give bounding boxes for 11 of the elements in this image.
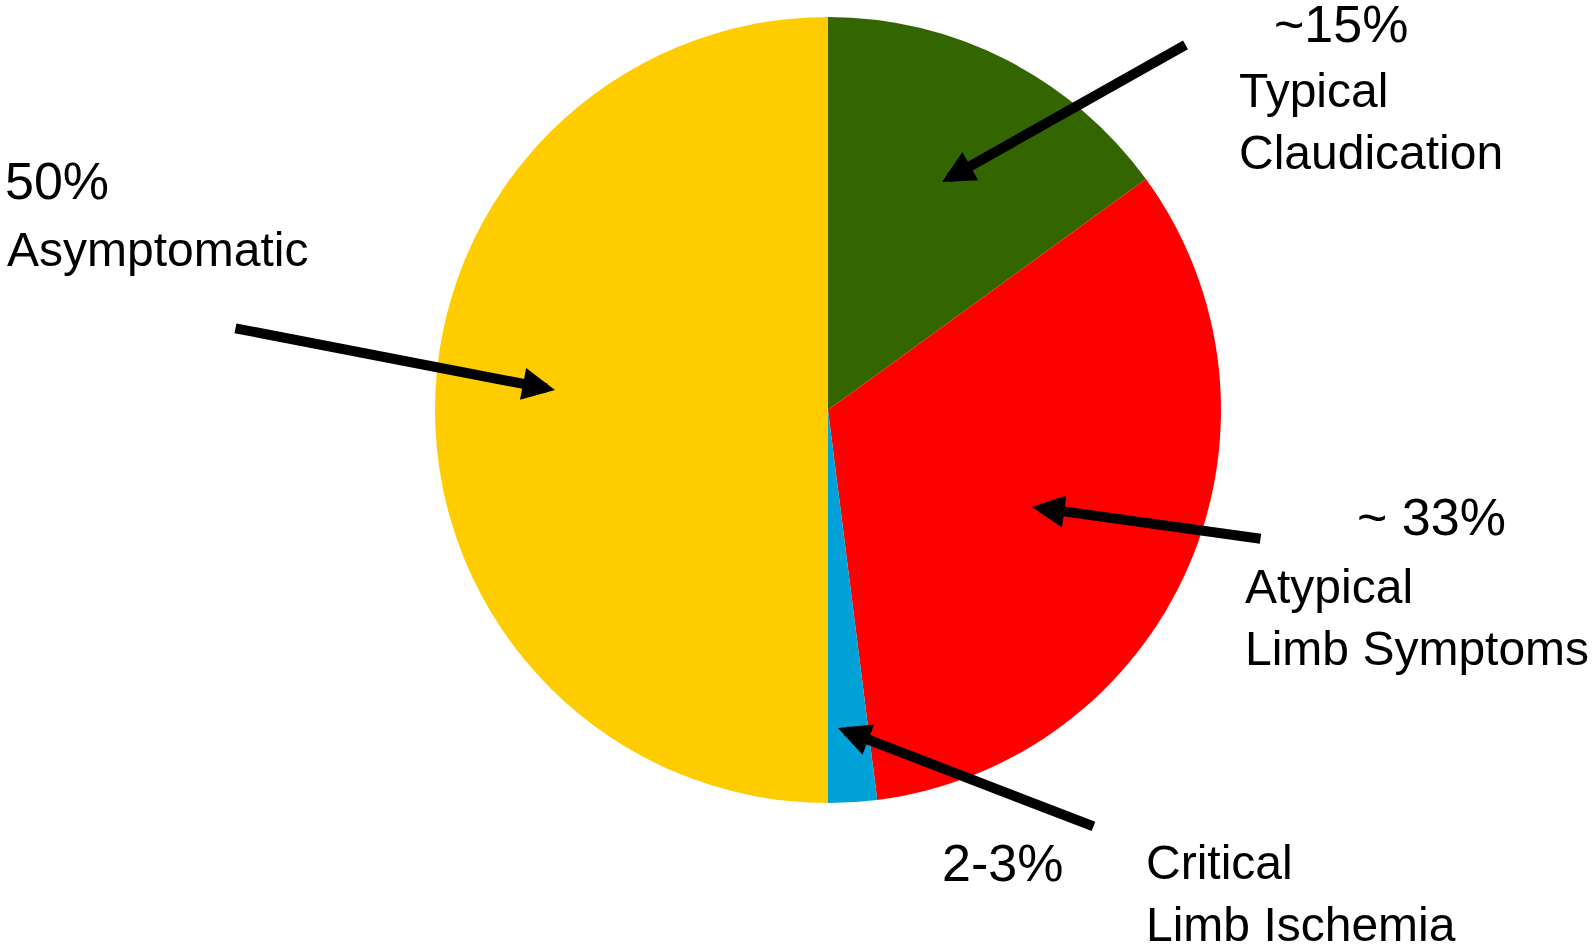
data-label: 2-3% — [942, 834, 1064, 892]
pie-slice — [828, 179, 1221, 800]
pie-slice — [435, 17, 828, 803]
slice-label: Asymptomatic — [7, 223, 309, 276]
data-label: 50% — [5, 152, 110, 210]
slice-label: Typical Claudication — [1239, 64, 1504, 180]
data-label: ~15% — [1274, 0, 1409, 53]
data-label: ~ 33% — [1357, 488, 1506, 546]
slice-label: Critical Limb Ischemia — [1146, 836, 1456, 951]
slice-label: Atypical Limb Symptoms — [1245, 560, 1590, 676]
pie-slice — [828, 17, 1146, 410]
